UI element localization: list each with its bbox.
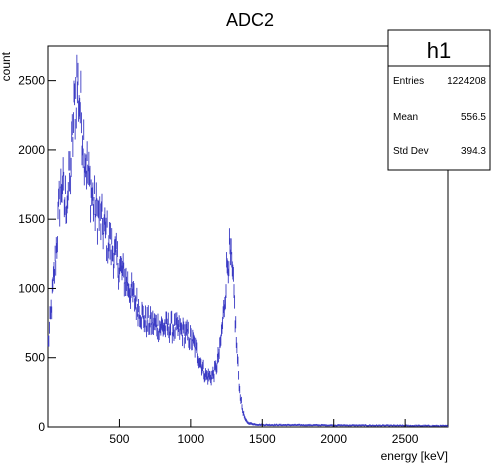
stats-box: h1 Entries 1224208 Mean 556.5 Std Dev 39… xyxy=(387,29,491,171)
y-tick-label: 1500 xyxy=(18,212,45,226)
stats-value-stddev: 394.3 xyxy=(461,146,486,157)
x-tick-label: 500 xyxy=(109,432,129,446)
chart-title: ADC2 xyxy=(226,10,274,30)
x-axis-title: energy [keV] xyxy=(381,449,448,463)
y-tick-label: 500 xyxy=(25,351,45,365)
y-tick-label: 2000 xyxy=(18,143,45,157)
histogram-bars xyxy=(47,54,449,427)
x-tick-label: 1000 xyxy=(178,432,205,446)
x-tick-label: 2000 xyxy=(320,432,347,446)
y-tick-label: 0 xyxy=(38,420,45,434)
y-axis-title: count xyxy=(0,51,13,81)
stats-label-entries: Entries xyxy=(393,76,424,87)
plot-frame xyxy=(47,45,449,428)
x-tick-label: 2500 xyxy=(392,432,419,446)
stats-value-mean: 556.5 xyxy=(461,112,486,123)
x-tick-label: 1500 xyxy=(249,432,276,446)
stats-box-name: h1 xyxy=(427,38,451,63)
stats-label-mean: Mean xyxy=(393,112,418,123)
y-tick-label: 2500 xyxy=(18,74,45,88)
stats-label-stddev: Std Dev xyxy=(393,146,429,157)
y-tick-label: 1000 xyxy=(18,281,45,295)
stats-box-frame xyxy=(387,29,491,171)
axis-ticks: 500 1000 1500 2000 2500 0 500 1000 1500 2000 2500 xyxy=(18,74,419,446)
stats-value-entries: 1224208 xyxy=(447,76,486,87)
